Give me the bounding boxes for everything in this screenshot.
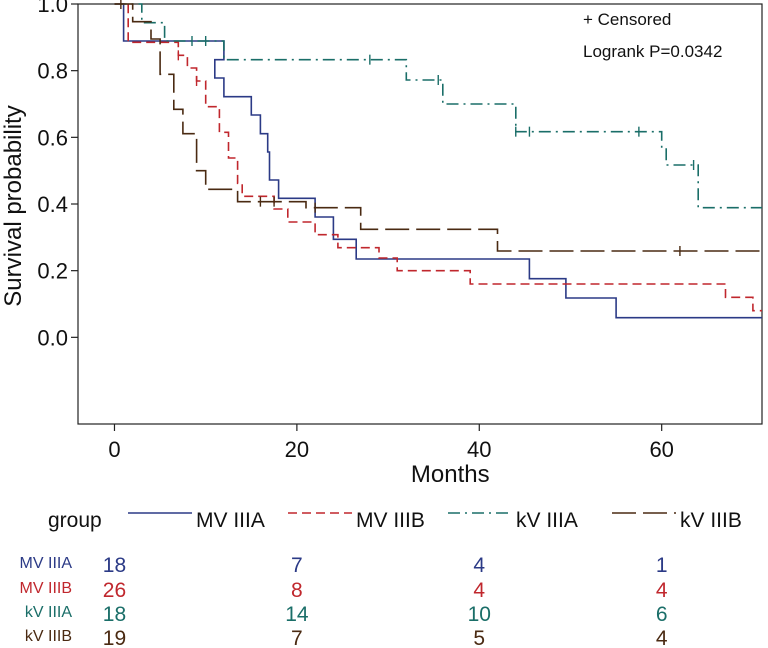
risk-value: 4 bbox=[656, 579, 668, 602]
censor-marks bbox=[120, 0, 695, 256]
risk-row-label: MV IIIA bbox=[20, 555, 73, 572]
legend-title: group bbox=[48, 509, 102, 532]
risk-value: 6 bbox=[656, 603, 668, 626]
censored-annotation: + Censored bbox=[583, 10, 671, 29]
risk-value: 18 bbox=[103, 554, 126, 577]
curve-kv-iiia bbox=[114, 3, 762, 209]
risk-value: 19 bbox=[103, 627, 126, 648]
y-tick-label: 0.6 bbox=[37, 125, 68, 150]
legend-entry-label: MV IIIB bbox=[356, 509, 425, 532]
y-axis-title: Survival probability bbox=[0, 105, 27, 306]
risk-row-label: kV IIIB bbox=[25, 628, 72, 645]
x-tick-label: 60 bbox=[649, 437, 673, 462]
risk-value: 7 bbox=[291, 627, 303, 648]
legend-entry-label: MV IIIA bbox=[196, 509, 265, 532]
x-tick-label: 0 bbox=[108, 437, 120, 462]
y-tick-label: 0.4 bbox=[37, 192, 68, 217]
risk-value: 7 bbox=[291, 554, 303, 577]
legend-entry-label: kV IIIA bbox=[516, 509, 578, 532]
risk-row-label: MV IIIB bbox=[20, 580, 72, 597]
y-tick-label: 0.0 bbox=[37, 325, 68, 350]
curve-kv-iiib bbox=[114, 3, 762, 252]
risk-value: 26 bbox=[103, 579, 126, 602]
risk-value: 1 bbox=[656, 554, 668, 577]
x-axis-title: Months bbox=[411, 461, 490, 488]
y-tick-label: 1.0 bbox=[37, 0, 68, 17]
risk-value: 18 bbox=[103, 603, 126, 626]
number-at-risk-table: MV IIIA 18 7 4 1MV IIIB 26 8 4 4kV IIIA 18 14 10 6kV… bbox=[20, 554, 668, 648]
curve-mv-iiia bbox=[114, 3, 762, 319]
y-tick-label: 0.8 bbox=[37, 59, 68, 84]
risk-value: 4 bbox=[656, 627, 668, 648]
risk-value: 4 bbox=[473, 554, 485, 577]
legend-entry-label: kV IIIB bbox=[680, 509, 742, 532]
risk-value: 4 bbox=[473, 579, 485, 602]
plot-frame bbox=[77, 3, 763, 425]
risk-value: 5 bbox=[473, 627, 485, 648]
risk-value: 8 bbox=[291, 579, 303, 602]
y-tick-label: 0.2 bbox=[37, 259, 68, 284]
x-tick-label: 40 bbox=[467, 437, 491, 462]
x-tick-label: 20 bbox=[285, 437, 309, 462]
logrank-annotation: Logrank P=0.0342 bbox=[583, 42, 722, 61]
risk-value: 10 bbox=[468, 603, 491, 626]
x-axis: 0 20 40 60 bbox=[108, 424, 674, 462]
y-axis: 0.0 0.2 0.4 0.6 0.8 1.0 bbox=[37, 0, 78, 350]
risk-row-label: kV IIIA bbox=[25, 604, 72, 621]
risk-value: 14 bbox=[285, 603, 309, 626]
legend: group MV IIIA MV IIIB kV IIIA kV IIIB bbox=[48, 509, 742, 532]
